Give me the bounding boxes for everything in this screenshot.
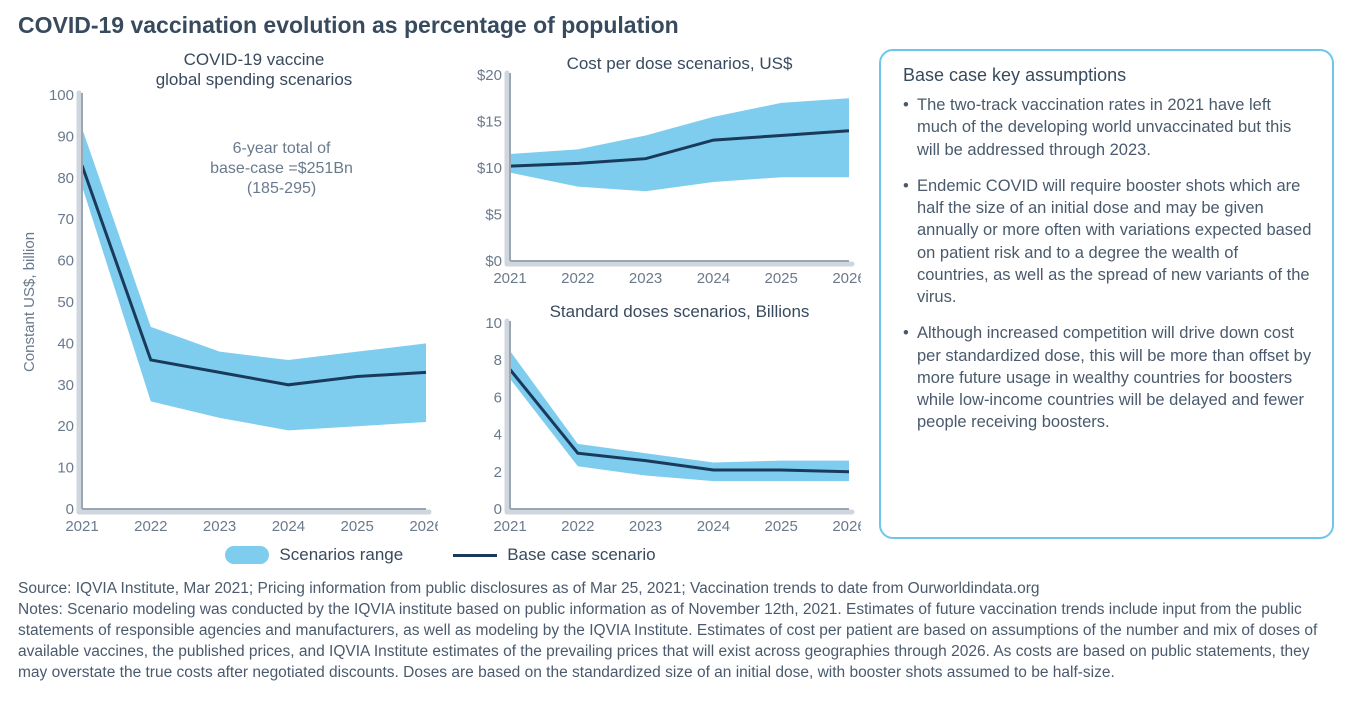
spending-chart: COVID-19 vaccineglobal spending scenario… — [18, 49, 438, 539]
legend-base-label: Base case scenario — [507, 545, 655, 565]
assumption-item: Although increased competition will driv… — [903, 322, 1314, 433]
svg-text:20: 20 — [57, 418, 74, 435]
svg-text:60: 60 — [57, 253, 74, 270]
svg-text:6: 6 — [494, 389, 502, 406]
page-title: COVID-19 vaccination evolution as percen… — [18, 12, 1334, 39]
svg-text:$10: $10 — [477, 160, 502, 177]
svg-text:8: 8 — [494, 352, 502, 369]
svg-text:2023: 2023 — [203, 518, 236, 535]
footer: Source: IQVIA Institute, Mar 2021; Prici… — [18, 579, 1334, 684]
footer-notes: Notes: Scenario modeling was conducted b… — [18, 600, 1334, 684]
svg-text:2022: 2022 — [561, 518, 594, 535]
legend-range-label: Scenarios range — [279, 545, 403, 565]
svg-text:Cost per dose scenarios, US$: Cost per dose scenarios, US$ — [567, 54, 793, 73]
svg-text:2025: 2025 — [765, 518, 798, 535]
assumptions-list: The two-track vaccination rates in 2021 … — [903, 94, 1314, 434]
svg-text:2026: 2026 — [832, 270, 861, 287]
assumptions-title: Base case key assumptions — [903, 65, 1314, 86]
svg-text:2025: 2025 — [341, 518, 374, 535]
svg-text:70: 70 — [57, 211, 74, 228]
svg-text:100: 100 — [49, 87, 74, 104]
svg-text:$20: $20 — [477, 67, 502, 84]
svg-text:4: 4 — [494, 427, 502, 444]
svg-text:base-case =$251Bn: base-case =$251Bn — [210, 160, 353, 177]
svg-text:global spending scenarios: global spending scenarios — [156, 70, 353, 89]
svg-text:COVID-19 vaccine: COVID-19 vaccine — [184, 50, 325, 69]
svg-text:6-year total of: 6-year total of — [233, 140, 331, 157]
svg-text:(185-295): (185-295) — [247, 180, 316, 197]
small-charts-column: Cost per dose scenarios, US$ $0 $5 $10 $15 $2… — [456, 49, 861, 539]
legend-range-swatch — [225, 546, 269, 564]
assumptions-box: Base case key assumptions The two-track … — [879, 49, 1334, 539]
svg-text:10: 10 — [485, 315, 502, 332]
charts-row: COVID-19 vaccineglobal spending scenario… — [18, 49, 1334, 539]
svg-text:90: 90 — [57, 128, 74, 145]
svg-text:2022: 2022 — [134, 518, 167, 535]
svg-text:2026: 2026 — [409, 518, 438, 535]
svg-text:2021: 2021 — [65, 518, 98, 535]
svg-text:2026: 2026 — [832, 518, 861, 535]
svg-text:2: 2 — [494, 464, 502, 481]
svg-text:2024: 2024 — [697, 270, 730, 287]
doses-chart: Standard doses scenarios, Billions 0 2 4 6 8 1… — [456, 297, 861, 539]
svg-text:2025: 2025 — [765, 270, 798, 287]
footer-source: Source: IQVIA Institute, Mar 2021; Prici… — [18, 579, 1334, 600]
assumption-item: The two-track vaccination rates in 2021 … — [903, 94, 1314, 161]
svg-text:2021: 2021 — [493, 518, 526, 535]
assumption-item: Endemic COVID will require booster shots… — [903, 175, 1314, 309]
svg-text:$0: $0 — [485, 253, 502, 270]
cost-per-dose-chart: Cost per dose scenarios, US$ $0 $5 $10 $15 $2… — [456, 49, 861, 291]
svg-text:2024: 2024 — [697, 518, 730, 535]
svg-text:0: 0 — [494, 501, 502, 518]
svg-text:2023: 2023 — [629, 270, 662, 287]
legend: Scenarios range Base case scenario — [18, 545, 863, 565]
legend-base: Base case scenario — [453, 545, 655, 565]
svg-text:0: 0 — [66, 501, 74, 518]
legend-base-swatch — [453, 554, 497, 557]
svg-text:Standard doses scenarios, Bill: Standard doses scenarios, Billions — [550, 302, 810, 321]
svg-text:40: 40 — [57, 335, 74, 352]
legend-range: Scenarios range — [225, 545, 403, 565]
svg-text:Constant US$, billion: Constant US$, billion — [21, 232, 38, 372]
svg-text:$5: $5 — [485, 207, 502, 224]
svg-text:2022: 2022 — [561, 270, 594, 287]
svg-text:10: 10 — [57, 460, 74, 477]
svg-text:2023: 2023 — [629, 518, 662, 535]
svg-text:50: 50 — [57, 294, 74, 311]
svg-text:$15: $15 — [477, 114, 502, 131]
svg-text:2024: 2024 — [272, 518, 305, 535]
svg-text:2021: 2021 — [493, 270, 526, 287]
svg-text:80: 80 — [57, 170, 74, 187]
svg-text:30: 30 — [57, 377, 74, 394]
